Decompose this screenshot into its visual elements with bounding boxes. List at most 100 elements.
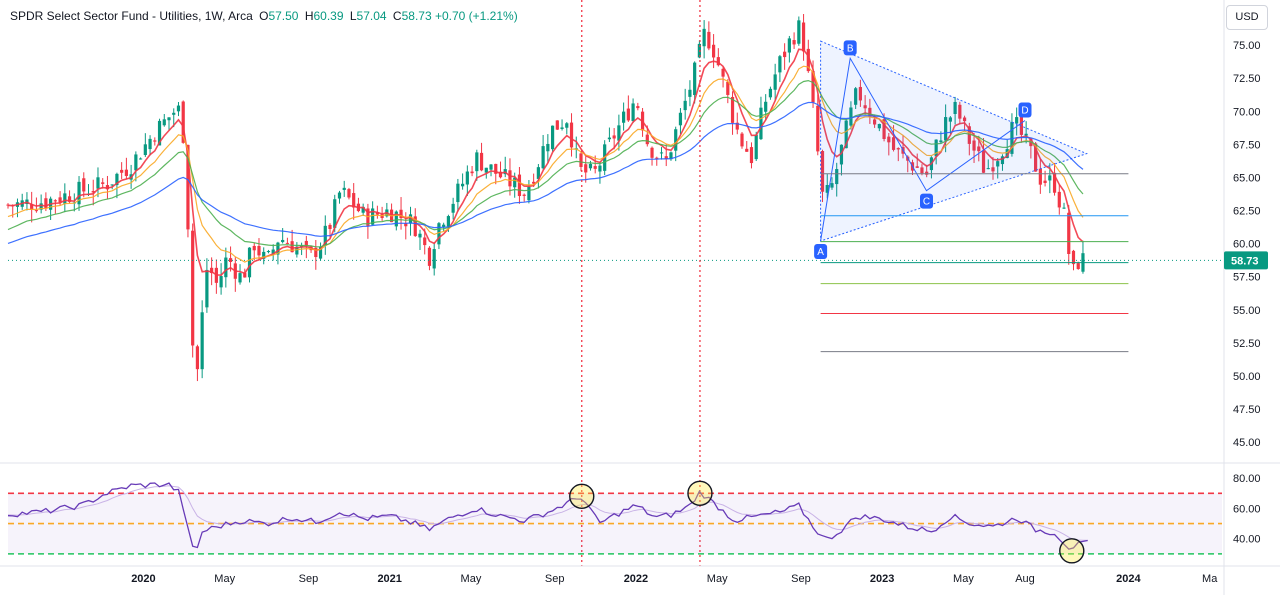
candle-body[interactable] [920,167,924,174]
candle-body[interactable] [830,183,834,188]
candle-body[interactable] [588,163,593,169]
candle-body[interactable] [418,233,422,238]
candle-body[interactable] [67,196,72,202]
candle-body[interactable] [593,166,597,169]
candle-body[interactable] [399,209,403,219]
candle-body[interactable] [626,108,630,121]
candle-body[interactable] [541,146,545,169]
candle-body[interactable] [849,107,853,126]
candle-body[interactable] [820,151,825,192]
candle-body[interactable] [1034,143,1038,172]
candle-body[interactable] [631,103,635,122]
candle-body[interactable] [110,184,114,186]
candle-body[interactable] [991,167,995,172]
candle-body[interactable] [887,136,891,143]
candle-body[interactable] [953,101,957,115]
candle-body[interactable] [1076,263,1080,270]
candle-body[interactable] [442,224,446,227]
candle-body[interactable] [1010,122,1014,154]
triangle-pattern[interactable] [820,40,1089,242]
candle-body[interactable] [721,68,725,77]
candle-body[interactable] [120,169,124,173]
candle-body[interactable] [783,51,787,58]
candle-body[interactable] [318,246,323,259]
candle-body[interactable] [63,193,67,204]
candle-body[interactable] [394,211,398,227]
candle-body[interactable] [153,140,157,142]
candle-body[interactable] [408,214,413,224]
candle-body[interactable] [371,208,375,225]
candle-body[interactable] [300,245,304,247]
candle-body[interactable] [825,184,829,193]
candle-body[interactable] [167,117,171,121]
candle-body[interactable] [896,148,900,150]
candle-body[interactable] [944,117,948,141]
candle-body[interactable] [650,147,654,158]
candle-body[interactable] [1005,149,1009,159]
candle-body[interactable] [456,183,460,203]
rsi-highlight-circle[interactable] [1059,538,1085,564]
candle-body[interactable] [688,89,692,97]
candle-body[interactable] [702,28,706,47]
candle-body[interactable] [34,210,39,212]
candle-body[interactable] [53,200,57,202]
candle-body[interactable] [948,117,952,122]
candle-body[interactable] [958,104,962,119]
candle-body[interactable] [972,140,976,151]
candle-body[interactable] [617,125,621,141]
candle-body[interactable] [172,112,176,115]
candle-body[interactable] [977,146,981,152]
candle-body[interactable] [565,123,569,128]
candle-body[interactable] [352,193,356,208]
candle-body[interactable] [285,242,289,244]
candle-body[interactable] [532,181,536,184]
candle-body[interactable] [740,133,744,147]
candle-body[interactable] [247,247,252,278]
candle-body[interactable] [508,170,512,187]
candle-body[interactable] [678,112,683,126]
candle-body[interactable] [157,120,162,146]
candle-body[interactable] [868,107,872,117]
candle-body[interactable] [754,134,758,160]
pattern-point-badge[interactable] [920,193,934,209]
candle-body[interactable] [1015,117,1019,124]
candle-body[interactable] [475,152,479,172]
candle-body[interactable] [839,144,844,165]
candle-body[interactable] [39,203,43,210]
candle-body[interactable] [612,135,616,139]
candle-body[interactable] [622,111,626,123]
candle-body[interactable] [328,224,332,230]
candle-body[interactable] [143,144,147,155]
candle-body[interactable] [224,257,228,278]
candle-body[interactable] [262,251,266,259]
candle-body[interactable] [764,101,768,112]
candle-body[interactable] [584,164,588,173]
candle-body[interactable] [934,139,938,157]
price-pane[interactable]: ABCD0.00% (65.28)23.60% (62.11)38.20% (6… [6,0,1280,566]
candle-body[interactable] [550,125,555,150]
candle-body[interactable] [1048,175,1052,181]
candle-body[interactable] [759,107,763,140]
candle-body[interactable] [281,239,285,243]
candle-body[interactable] [252,245,256,251]
candle-body[interactable] [555,120,559,130]
candle-body[interactable] [513,177,517,188]
candle-body[interactable] [569,122,574,148]
candle-body[interactable] [210,267,214,274]
candle-body[interactable] [915,166,919,168]
candle-body[interactable] [228,258,233,262]
candle-body[interactable] [276,242,280,255]
candle-body[interactable] [238,273,242,283]
rsi-highlight-circle[interactable] [569,483,595,510]
candle-body[interactable] [243,272,247,278]
candle-body[interactable] [101,182,105,184]
candle-body[interactable] [873,119,877,125]
candle-body[interactable] [77,181,81,205]
candle-body[interactable] [1038,168,1042,185]
candle-body[interactable] [437,223,441,245]
candle-body[interactable] [844,120,848,149]
candle-body[interactable] [1071,250,1076,265]
candle-body[interactable] [787,38,791,53]
pattern-point-badge[interactable] [814,243,828,259]
